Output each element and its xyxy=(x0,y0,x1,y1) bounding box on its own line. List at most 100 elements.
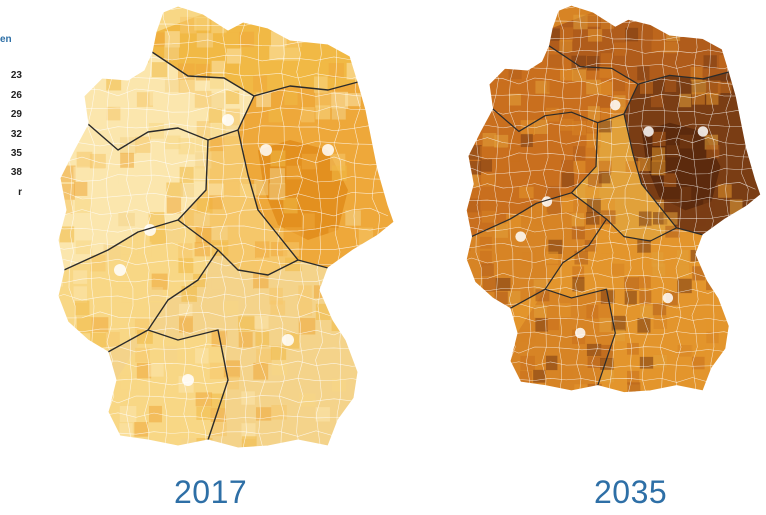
district-cell xyxy=(706,145,720,159)
district-cell xyxy=(359,420,374,434)
district-cell xyxy=(507,13,521,26)
district-cell xyxy=(74,198,92,213)
district-cell xyxy=(742,226,755,238)
district-cell xyxy=(374,242,388,258)
district-cell xyxy=(571,213,585,228)
district-cell xyxy=(164,31,180,48)
district-cell xyxy=(640,81,653,94)
district-cell xyxy=(559,39,573,52)
district-cell xyxy=(638,5,654,13)
district-cell xyxy=(482,132,497,148)
district-cell xyxy=(495,396,506,410)
district-cell xyxy=(600,108,614,120)
district-cell xyxy=(521,252,536,266)
district-cell xyxy=(331,302,348,318)
district-cell xyxy=(106,106,121,121)
district-cell xyxy=(376,465,390,478)
district-cell xyxy=(466,145,482,160)
district-cell xyxy=(571,120,587,136)
district-cell xyxy=(388,183,394,197)
district-cell xyxy=(520,14,535,26)
district-cell xyxy=(194,90,212,108)
district-cell xyxy=(135,453,148,468)
district-cell xyxy=(521,29,535,42)
state-border xyxy=(492,108,625,133)
district-cell xyxy=(209,75,226,89)
district-cell xyxy=(651,147,666,162)
district-cell xyxy=(253,273,269,289)
district-cell xyxy=(345,255,362,271)
district-cell xyxy=(562,395,574,407)
district-cell xyxy=(546,80,562,93)
district-cell xyxy=(586,396,601,410)
district-cell xyxy=(60,407,78,423)
district-cell xyxy=(90,255,106,272)
district-cell xyxy=(443,145,455,159)
district-cell xyxy=(388,316,394,333)
district-cell xyxy=(494,344,507,357)
district-cell xyxy=(73,286,88,303)
district-cell xyxy=(586,121,601,133)
district-cell xyxy=(343,6,360,19)
district-cell xyxy=(572,266,585,279)
district-cell xyxy=(758,263,761,279)
district-cell xyxy=(195,226,212,244)
district-cell xyxy=(255,407,272,421)
district-cell xyxy=(466,67,470,81)
district-cell xyxy=(745,408,757,421)
district-cell xyxy=(209,137,225,152)
district-cell xyxy=(135,438,151,448)
district-cell xyxy=(388,75,394,90)
district-cell xyxy=(624,277,640,291)
district-cell xyxy=(256,467,269,478)
district-cell xyxy=(346,331,362,345)
country-border xyxy=(465,4,762,394)
district-cell xyxy=(180,453,196,466)
district-cell xyxy=(677,278,692,294)
district-cell xyxy=(600,198,615,213)
district-cell xyxy=(58,165,76,183)
district-cell xyxy=(376,106,393,123)
legend-label: 29 xyxy=(10,109,22,120)
district-cell xyxy=(226,211,243,226)
district-cell xyxy=(58,332,62,347)
district-cell xyxy=(624,290,637,305)
district-cell xyxy=(598,160,612,174)
district-cell xyxy=(494,223,508,238)
district-cell xyxy=(331,106,346,120)
district-cell xyxy=(520,370,532,384)
district-cell xyxy=(30,346,46,360)
district-cell xyxy=(572,146,586,161)
district-cell xyxy=(254,241,270,259)
district-cell xyxy=(613,184,628,198)
district-cell xyxy=(663,41,679,54)
district-cell xyxy=(691,92,705,105)
district-cell xyxy=(105,331,120,348)
district-cell xyxy=(345,210,361,226)
district-cell xyxy=(91,317,109,333)
district-cell xyxy=(743,212,756,226)
district-cell xyxy=(166,182,183,197)
district-cell xyxy=(755,161,761,173)
district-cell xyxy=(31,301,45,315)
district-cell xyxy=(757,382,761,393)
district-cell xyxy=(507,290,521,305)
district-cell xyxy=(373,138,388,153)
district-cell xyxy=(88,93,105,109)
district-cell xyxy=(454,159,465,173)
district-cell xyxy=(598,95,611,108)
district-cell xyxy=(613,396,628,409)
district-cell xyxy=(58,77,62,92)
district-cell xyxy=(268,108,283,123)
city-marker xyxy=(610,99,621,111)
district-cell xyxy=(44,182,57,198)
district-cell xyxy=(254,180,269,196)
district-cell xyxy=(479,146,495,158)
year-label-2017: 2017 xyxy=(174,474,248,510)
map-germany-2017 xyxy=(30,5,395,478)
district-cell xyxy=(119,405,137,423)
district-cell xyxy=(150,302,164,319)
district-cell xyxy=(732,291,746,306)
country-border xyxy=(57,5,395,449)
district-cell xyxy=(680,134,694,149)
